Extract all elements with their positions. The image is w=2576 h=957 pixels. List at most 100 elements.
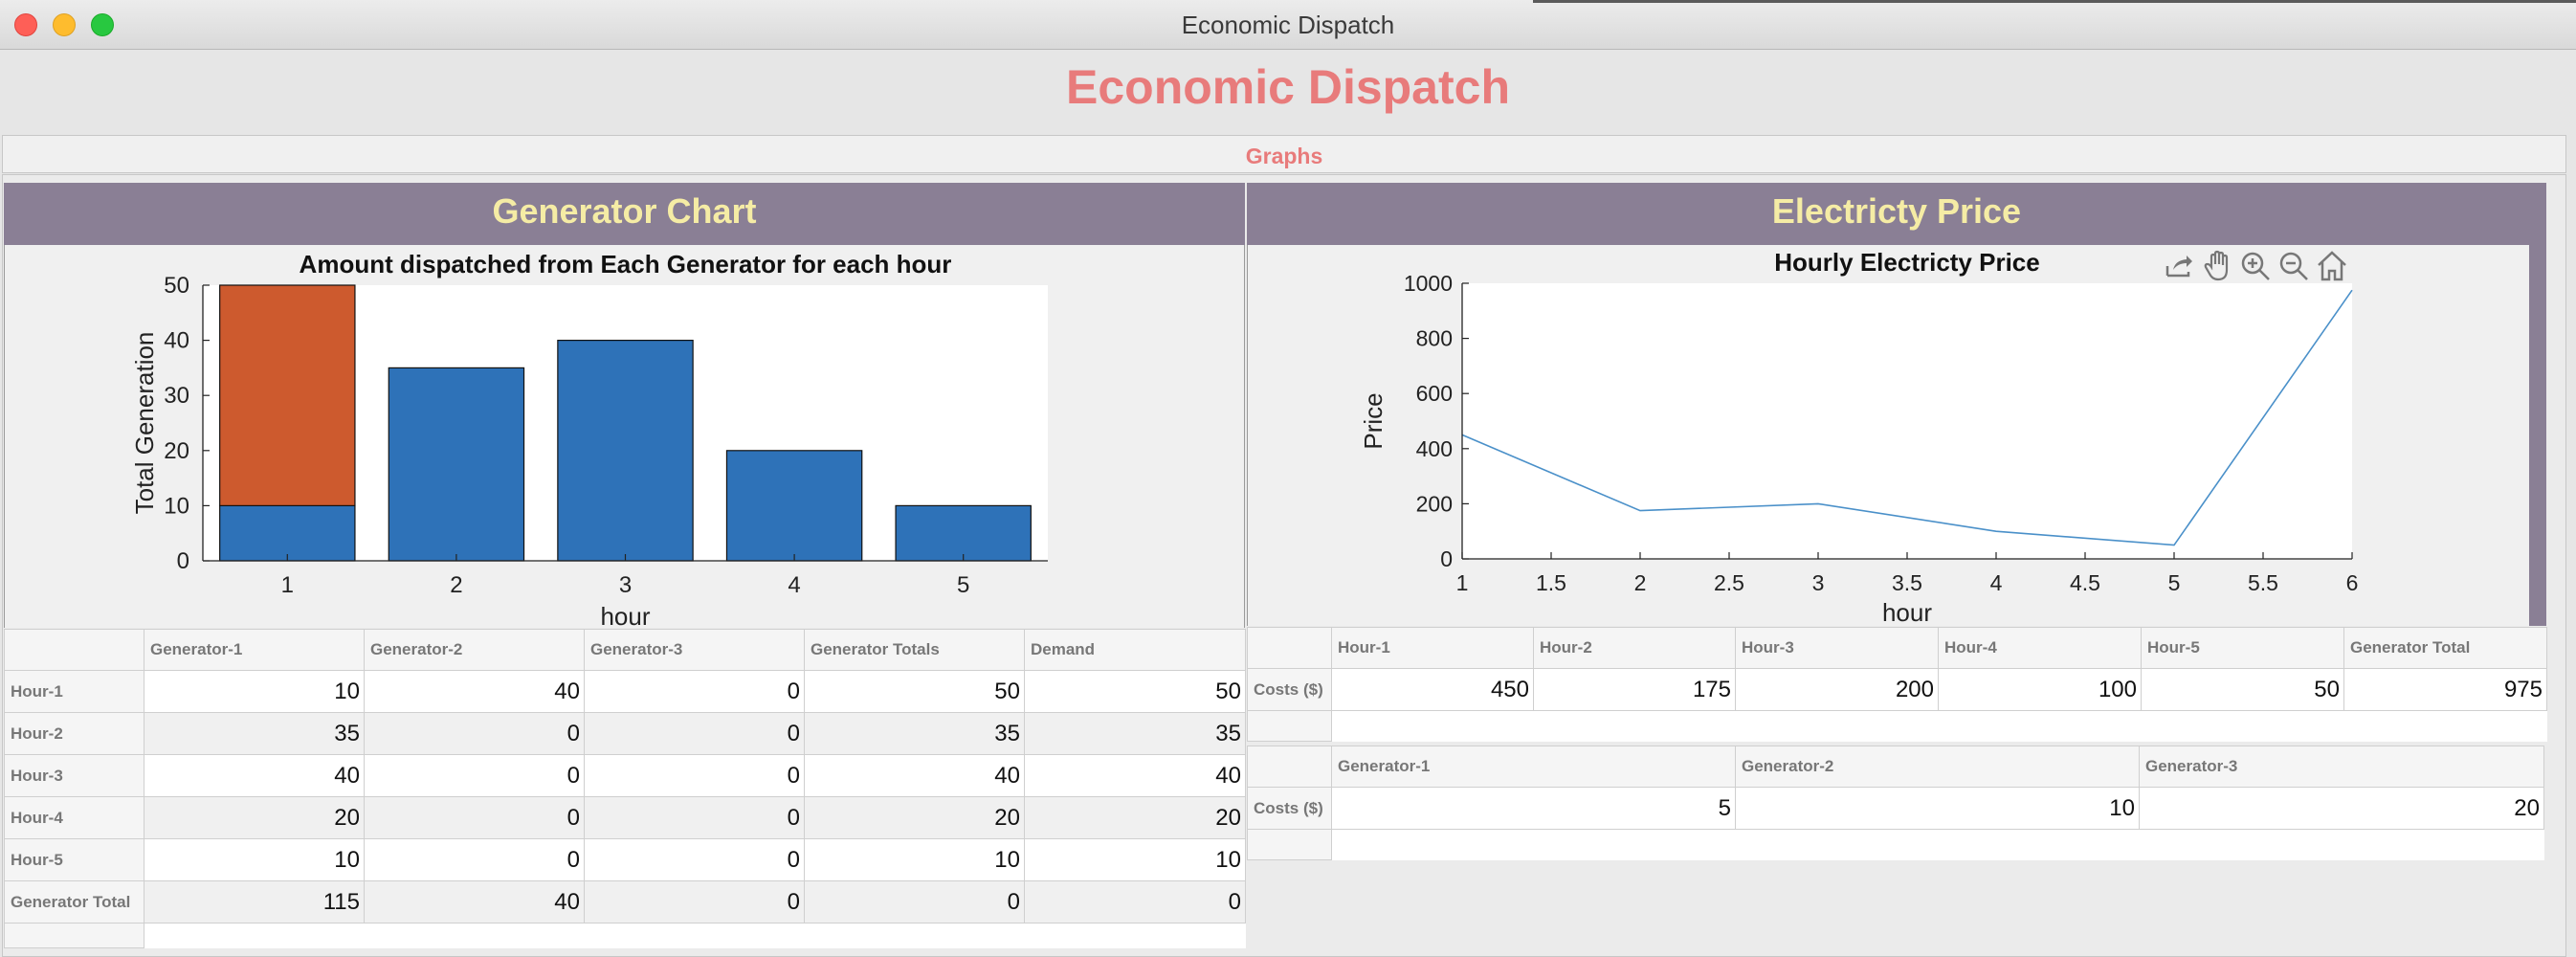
x-tick-label: 4 bbox=[788, 572, 800, 598]
table-cell[interactable]: 10 bbox=[144, 670, 365, 713]
table-cell[interactable]: 20 bbox=[2139, 787, 2544, 830]
table-corner bbox=[4, 629, 144, 671]
electricity-price-header: Electricty Price bbox=[1247, 183, 2546, 240]
table-cell[interactable]: 0 bbox=[364, 838, 585, 881]
table-cell[interactable]: 50 bbox=[804, 670, 1025, 713]
x-axis-label: hour bbox=[600, 602, 650, 628]
bar-segment bbox=[557, 339, 694, 562]
table-cell[interactable]: 0 bbox=[364, 712, 585, 755]
column-header[interactable]: Hour-1 bbox=[1331, 627, 1534, 669]
table-corner bbox=[1247, 746, 1332, 788]
zoom-in-icon[interactable] bbox=[2238, 249, 2273, 283]
table-cell[interactable]: 975 bbox=[2343, 668, 2547, 711]
column-header[interactable]: Generator-3 bbox=[2139, 746, 2544, 788]
column-header[interactable]: Hour-3 bbox=[1735, 627, 1939, 669]
export-icon[interactable] bbox=[2162, 249, 2196, 283]
table-cell[interactable]: 0 bbox=[584, 670, 805, 713]
y-tick-label: 20 bbox=[164, 438, 189, 464]
table-cell[interactable]: 0 bbox=[804, 880, 1025, 924]
maximize-window-button[interactable] bbox=[91, 13, 114, 36]
column-header[interactable]: Generator-3 bbox=[584, 629, 805, 671]
y-axis-label: Price bbox=[1359, 392, 1388, 449]
table-cell[interactable]: 10 bbox=[1024, 838, 1246, 881]
bar-segment bbox=[895, 504, 1032, 562]
table-cell[interactable]: 10 bbox=[1735, 787, 2140, 830]
row-header: Hour-2 bbox=[4, 712, 144, 755]
table-cell[interactable]: 40 bbox=[364, 670, 585, 713]
y-tick-label: 600 bbox=[1416, 381, 1453, 406]
table-cell[interactable]: 20 bbox=[1024, 796, 1246, 839]
column-header[interactable]: Demand bbox=[1024, 629, 1246, 671]
y-tick-label: 200 bbox=[1416, 491, 1453, 516]
x-tick-label: 1.5 bbox=[1536, 570, 1566, 595]
zoom-out-icon[interactable] bbox=[2276, 249, 2311, 283]
table-cell[interactable]: 175 bbox=[1533, 668, 1736, 711]
column-header[interactable]: Generator Total bbox=[2343, 627, 2547, 669]
table-cell[interactable]: 0 bbox=[364, 796, 585, 839]
table-cell[interactable]: 10 bbox=[144, 838, 365, 881]
table-row: Hour-2 35 0 0 35 35 bbox=[4, 712, 1246, 755]
table-cell[interactable]: 10 bbox=[804, 838, 1025, 881]
table-cell[interactable]: 0 bbox=[584, 712, 805, 755]
y-axis-label: Total Generation bbox=[130, 332, 159, 515]
column-header[interactable]: Hour-4 bbox=[1938, 627, 2142, 669]
bar-segment bbox=[219, 504, 356, 562]
table-cell[interactable]: 450 bbox=[1331, 668, 1534, 711]
table-cell[interactable]: 200 bbox=[1735, 668, 1939, 711]
tab-bar: Graphs bbox=[2, 135, 2566, 173]
empty-area bbox=[1332, 711, 2547, 742]
chart-title: Amount dispatched from Each Generator fo… bbox=[300, 250, 952, 278]
x-tick-label: 3 bbox=[1812, 570, 1825, 595]
x-tick-label: 1 bbox=[281, 572, 294, 598]
table-cell[interactable]: 0 bbox=[584, 796, 805, 839]
table-cell[interactable]: 0 bbox=[584, 838, 805, 881]
table-cell[interactable]: 20 bbox=[804, 796, 1025, 839]
x-tick-label: 1 bbox=[1456, 570, 1469, 595]
table-cell[interactable]: 0 bbox=[1024, 880, 1246, 924]
table-cell[interactable]: 5 bbox=[1331, 787, 1736, 830]
table-cell[interactable]: 20 bbox=[144, 796, 365, 839]
x-tick-label: 4.5 bbox=[2070, 570, 2100, 595]
table-cell[interactable]: 0 bbox=[584, 880, 805, 924]
table-row: Hour-4 20 0 0 20 20 bbox=[4, 796, 1246, 839]
table-cell[interactable]: 115 bbox=[144, 880, 365, 924]
row-header: Hour-3 bbox=[4, 754, 144, 797]
column-header[interactable]: Hour-5 bbox=[2141, 627, 2344, 669]
table-cell[interactable]: 40 bbox=[364, 880, 585, 924]
column-header[interactable]: Generator-1 bbox=[144, 629, 365, 671]
y-tick-label: 0 bbox=[177, 548, 189, 574]
hourly-cost-table: Hour-1 Hour-2 Hour-3 Hour-4 Hour-5 Gener… bbox=[1247, 627, 2547, 742]
table-cell[interactable]: 100 bbox=[1938, 668, 2142, 711]
table-cell[interactable]: 35 bbox=[144, 712, 365, 755]
close-window-button[interactable] bbox=[14, 13, 37, 36]
x-tick-label: 2 bbox=[1634, 570, 1647, 595]
table-cell[interactable]: 35 bbox=[1024, 712, 1246, 755]
column-header[interactable]: Generator Totals bbox=[804, 629, 1025, 671]
column-header[interactable]: Generator-2 bbox=[364, 629, 585, 671]
pan-hand-icon[interactable] bbox=[2200, 249, 2234, 283]
x-tick-label: 3 bbox=[619, 572, 632, 598]
row-header: Hour-1 bbox=[4, 670, 144, 713]
table-cell[interactable]: 35 bbox=[804, 712, 1025, 755]
generator-bar-chart: Amount dispatched from Each Generator fo… bbox=[130, 250, 1048, 631]
table-cell[interactable]: 50 bbox=[2141, 668, 2344, 711]
home-icon[interactable] bbox=[2315, 249, 2349, 283]
y-tick-label: 40 bbox=[164, 328, 189, 354]
table-cell[interactable]: 50 bbox=[1024, 670, 1246, 713]
table-cell[interactable]: 0 bbox=[364, 754, 585, 797]
x-axis-label: hour bbox=[1882, 598, 1932, 626]
table-cell[interactable]: 40 bbox=[1024, 754, 1246, 797]
column-header[interactable]: Generator-2 bbox=[1735, 746, 2140, 788]
tab-graphs[interactable]: Graphs bbox=[1245, 144, 1323, 168]
column-header[interactable]: Hour-2 bbox=[1533, 627, 1736, 669]
y-tick-label: 800 bbox=[1416, 326, 1453, 351]
title-bar: Economic Dispatch bbox=[0, 0, 2576, 50]
table-cell[interactable]: 0 bbox=[584, 754, 805, 797]
table-cell[interactable]: 40 bbox=[144, 754, 365, 797]
vertical-scrollbar[interactable] bbox=[2529, 240, 2546, 626]
table-cell[interactable]: 40 bbox=[804, 754, 1025, 797]
header-underline bbox=[1247, 240, 2529, 245]
column-header[interactable]: Generator-1 bbox=[1331, 746, 1736, 788]
minimize-window-button[interactable] bbox=[53, 13, 76, 36]
